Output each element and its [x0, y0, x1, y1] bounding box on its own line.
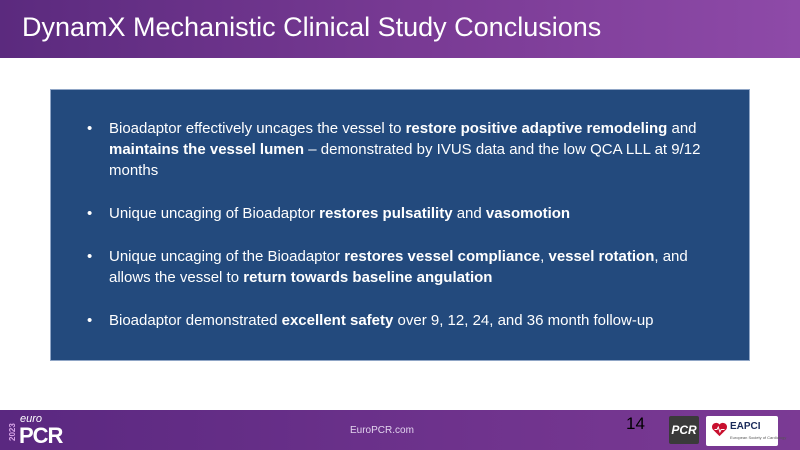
bullet-text: and: [667, 120, 697, 137]
bullet-text: Unique uncaging of Bioadaptor: [109, 205, 320, 222]
page-number: 14: [626, 414, 645, 433]
eapci-heart-icon: [712, 422, 727, 437]
conclusion-bullet: Unique uncaging of Bioadaptor restores p…: [87, 203, 709, 224]
pcr-badge-icon: PCR: [669, 416, 699, 444]
conclusions-box: Bioadaptor effectively uncages the vesse…: [50, 89, 750, 361]
eapci-subtitle: European Society of Cardiology: [730, 435, 787, 440]
slide-title: DynamX Mechanistic Clinical Study Conclu…: [22, 12, 602, 42]
bullet-text: ,: [540, 248, 549, 265]
bullet-emphasis: return towards baseline angulation: [243, 269, 493, 286]
bullet-emphasis: excellent safety: [281, 312, 394, 329]
bullet-text: Bioadaptor demonstrated: [109, 312, 282, 329]
bullet-text: over 9, 12, 24, and 36 month follow-up: [393, 312, 654, 329]
conclusion-bullet: Bioadaptor effectively uncages the vesse…: [87, 118, 709, 181]
footer-bar: 2023 euro PCR EuroPCR.com: [0, 410, 800, 450]
bullet-text: – demonstrated by IVUS data and the low …: [109, 141, 701, 179]
bullet-emphasis: maintains the vessel lumen: [109, 141, 305, 158]
logo-pcr: PCR: [19, 423, 63, 448]
bullet-text: , and allows the vessel to: [109, 248, 688, 286]
title-bar: DynamX Mechanistic Clinical Study Conclu…: [0, 0, 800, 58]
bullet-emphasis: restores pulsatility: [319, 205, 453, 222]
conclusion-bullet: Bioadaptor demonstrated excellent safety…: [87, 310, 709, 331]
bullet-text: Bioadaptor effectively uncages the vesse…: [109, 120, 406, 137]
bullet-emphasis: vasomotion: [485, 205, 571, 222]
bullet-emphasis: restore positive adaptive remodeling: [405, 120, 668, 137]
bullet-text: Unique uncaging of the Bioadaptor: [109, 248, 345, 265]
eapci-name: EAPCI: [730, 421, 761, 432]
conclusion-bullet: Unique uncaging of the Bioadaptor restor…: [87, 246, 709, 288]
bullet-text: and: [452, 205, 486, 222]
eapci-badge: EAPCI European Society of Cardiology: [706, 416, 786, 446]
bullet-emphasis: vessel rotation: [548, 248, 655, 265]
logo-year: 2023: [8, 423, 17, 441]
logo-euro: euro: [20, 413, 43, 425]
conclusions-list: Bioadaptor effectively uncages the vesse…: [87, 118, 709, 331]
bullet-emphasis: restores vessel compliance: [344, 248, 541, 265]
footer-url[interactable]: EuroPCR.com: [350, 425, 414, 436]
europcr-logo: 2023 euro PCR: [8, 414, 80, 448]
